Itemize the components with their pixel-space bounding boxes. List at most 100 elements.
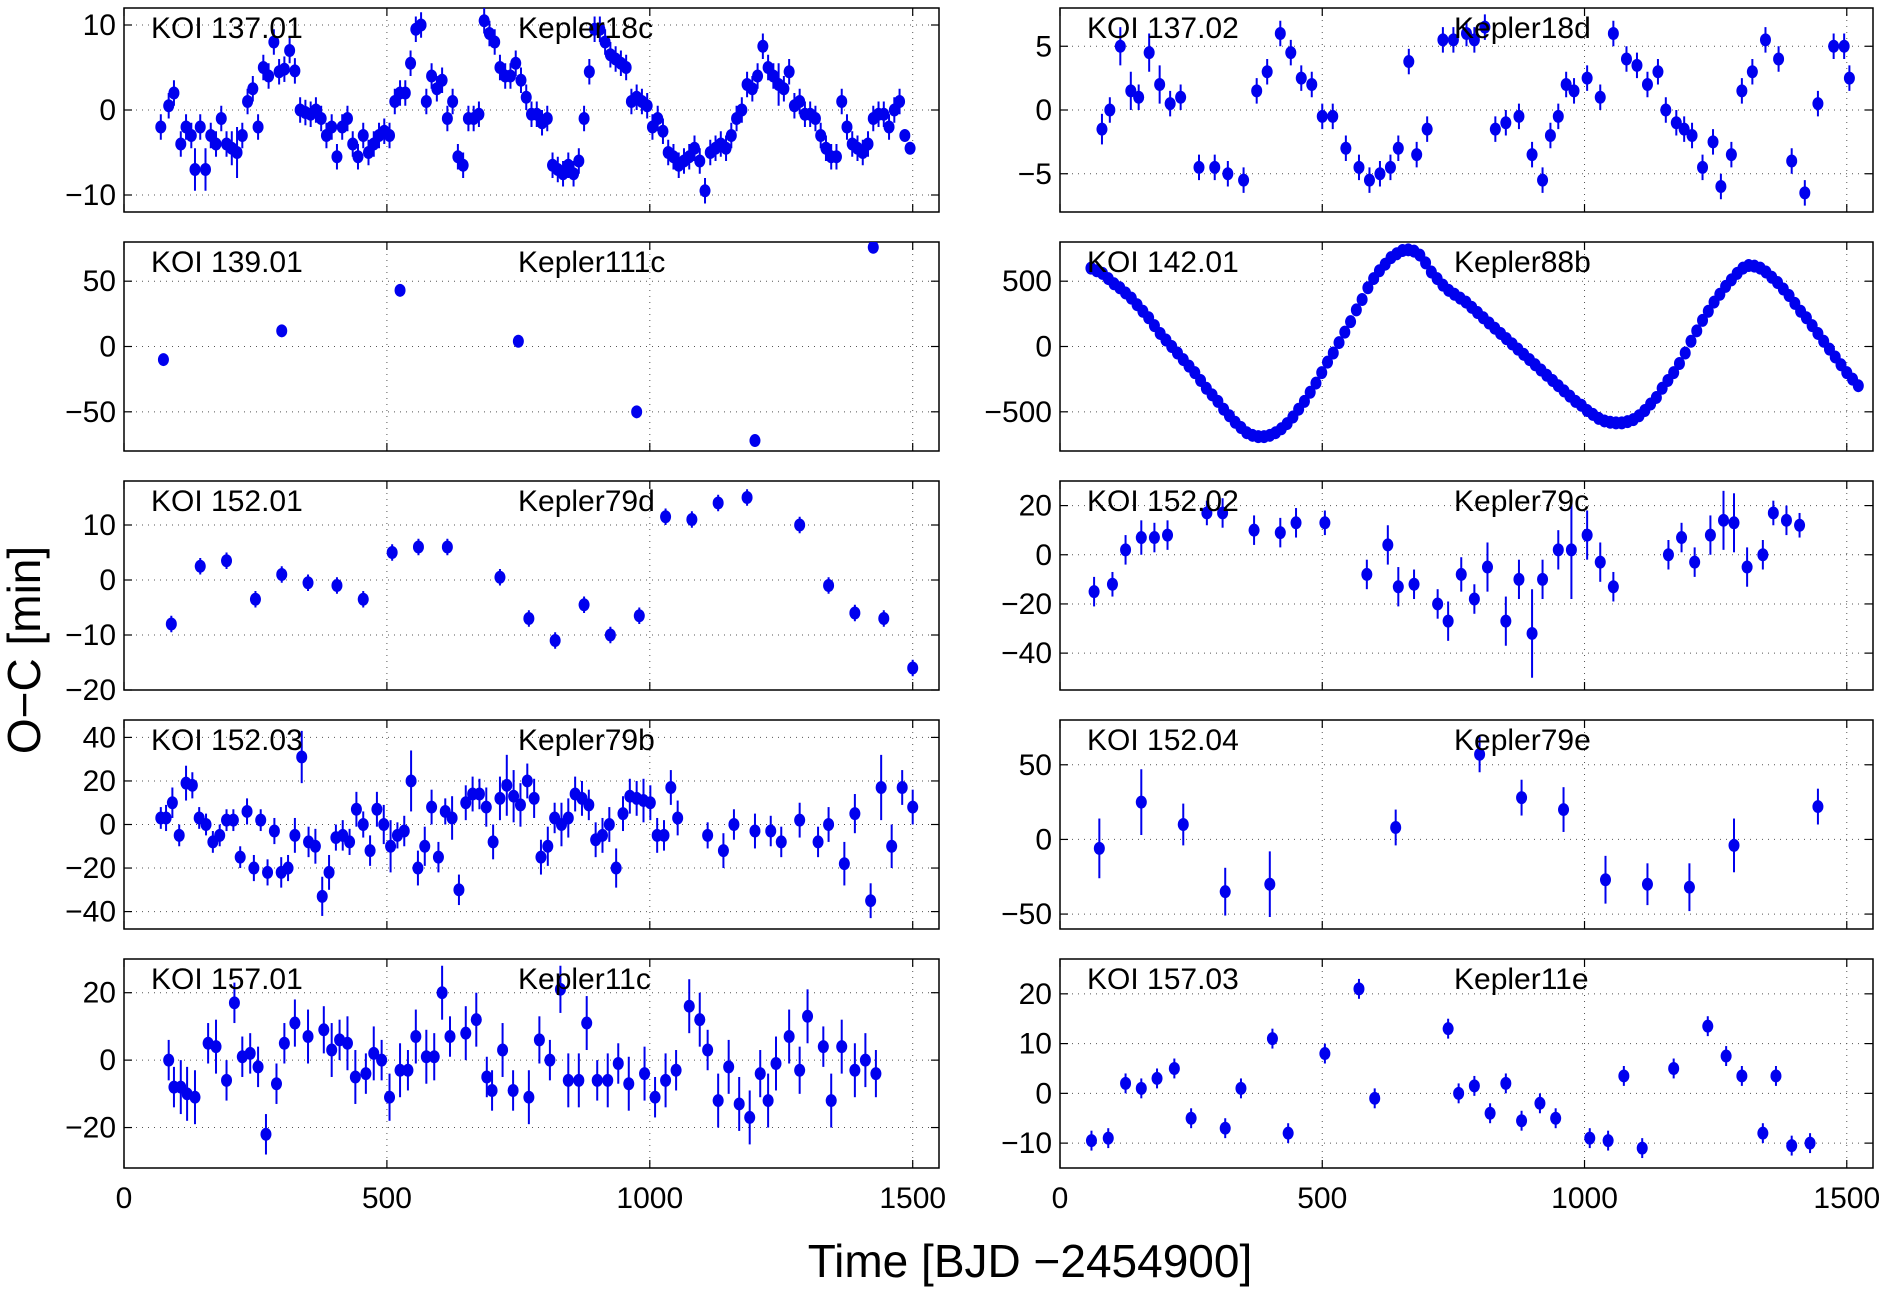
data-point — [907, 800, 919, 814]
data-point — [1353, 160, 1365, 174]
data-point — [1662, 548, 1674, 562]
data-point — [347, 137, 359, 151]
data-point — [441, 112, 453, 125]
data-point — [754, 1067, 766, 1081]
data-point — [1319, 1047, 1331, 1061]
data-point — [757, 39, 769, 53]
data-point — [1685, 334, 1697, 348]
data-point — [1720, 1049, 1732, 1063]
data-point — [717, 844, 729, 858]
data-point — [1340, 141, 1352, 155]
data-point — [815, 129, 827, 142]
data-point — [1350, 303, 1362, 317]
data-point — [1565, 543, 1577, 557]
data-point — [1135, 795, 1147, 809]
data-point — [214, 828, 226, 842]
panel-koi-label: KOI 152.01 — [151, 485, 303, 518]
data-point — [1767, 506, 1779, 520]
data-point — [838, 857, 850, 871]
data-series — [1085, 978, 1816, 1159]
data-point — [1741, 560, 1753, 574]
data-point — [728, 818, 740, 831]
axes-frame — [1059, 958, 1874, 1169]
data-point — [578, 112, 590, 125]
data-point — [583, 798, 595, 812]
data-point — [1304, 385, 1316, 399]
data-point — [446, 811, 458, 825]
data-point — [1631, 58, 1643, 72]
data-point — [702, 828, 714, 842]
data-point — [302, 1030, 314, 1044]
data-point — [419, 839, 431, 853]
data-point — [1374, 167, 1386, 181]
data-point — [1135, 1081, 1147, 1095]
data-point — [1306, 78, 1318, 91]
data-point — [604, 628, 616, 642]
data-point — [1327, 109, 1339, 123]
data-point — [228, 996, 240, 1010]
data-point — [436, 986, 448, 1000]
data-point — [1151, 1071, 1163, 1085]
data-point — [1746, 65, 1758, 79]
data-point — [1686, 129, 1698, 142]
panel-3: −50 0 50 KOI 139.01 Kepler111c — [65, 241, 940, 452]
data-point — [1581, 528, 1593, 542]
panel-planet-label: Kepler11e — [1454, 963, 1589, 996]
y-tick-label: 0 — [1035, 823, 1052, 856]
data-point — [660, 1073, 672, 1087]
panel-planet-label: Kepler18d — [1454, 12, 1591, 45]
data-point — [694, 1013, 706, 1027]
panel-koi-label: KOI 137.01 — [151, 12, 303, 45]
data-point — [1120, 543, 1132, 557]
data-series — [1096, 14, 1855, 206]
data-point — [510, 56, 522, 70]
data-point — [1652, 65, 1664, 79]
data-point — [507, 1083, 519, 1097]
data-point — [1636, 1141, 1648, 1155]
data-point — [487, 835, 499, 849]
data-point — [1455, 567, 1467, 581]
data-point — [432, 850, 444, 864]
y-tick-label: 0 — [99, 564, 116, 597]
y-tick-label: 20 — [83, 977, 116, 1010]
data-point — [1264, 877, 1276, 891]
data-point — [420, 1050, 432, 1064]
data-point — [1650, 390, 1662, 404]
panel-5: −20 −10 0 10 KOI 152.01 Kepler79d — [65, 480, 940, 707]
y-tick-label: 0 — [1035, 94, 1052, 127]
data-point — [549, 634, 561, 647]
data-point — [194, 120, 206, 134]
data-point — [794, 95, 806, 108]
data-point — [612, 1057, 624, 1070]
data-point — [867, 242, 879, 254]
panel-koi-label: KOI 157.03 — [1087, 963, 1239, 996]
data-point — [1442, 614, 1454, 628]
data-point — [444, 1030, 456, 1044]
data-point — [520, 90, 532, 104]
data-point — [1274, 526, 1286, 540]
data-point — [155, 120, 167, 134]
data-point — [802, 1009, 814, 1023]
data-point — [260, 1127, 272, 1141]
data-point — [412, 540, 424, 554]
data-point — [849, 1063, 861, 1077]
data-point — [1177, 818, 1189, 831]
data-point — [794, 813, 806, 827]
data-point — [323, 865, 335, 879]
data-point — [1125, 84, 1137, 98]
data-point — [554, 982, 566, 996]
data-point — [825, 1094, 837, 1108]
data-point — [278, 1036, 290, 1050]
data-point — [402, 1063, 414, 1077]
data-point — [712, 496, 724, 510]
data-point — [794, 518, 806, 532]
data-point — [1728, 516, 1740, 530]
data-point — [699, 184, 711, 198]
panel-8: −50 0 50 KOI 152.04 Kepler79e — [1001, 719, 1874, 931]
data-point — [665, 780, 677, 794]
data-point — [1581, 71, 1593, 85]
data-point — [508, 789, 520, 803]
data-point — [1362, 281, 1374, 295]
data-point — [1420, 256, 1432, 270]
data-point — [1852, 379, 1864, 393]
